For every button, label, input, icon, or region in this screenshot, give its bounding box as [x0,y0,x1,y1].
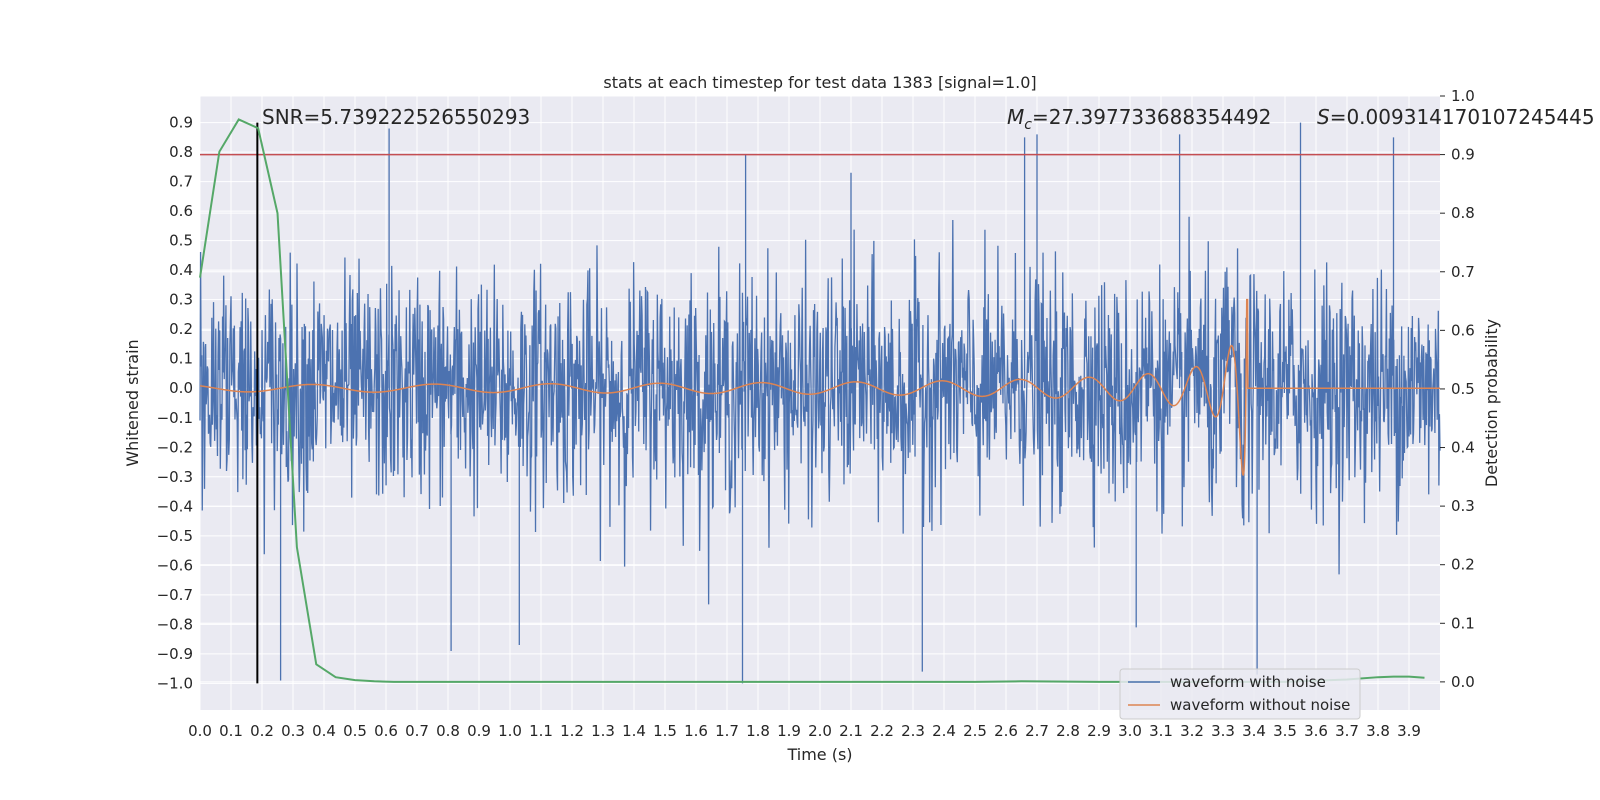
y2-axis-label: Detection probability [1482,319,1501,487]
x-tick-label: 2.4 [932,722,956,740]
y-tick-label: 0.2 [169,320,193,338]
x-tick-label: 0.8 [436,722,460,740]
y-tick-label: −0.9 [157,645,193,663]
y-tick-label: −0.3 [157,468,193,486]
y-tick-label: 0.3 [169,291,193,309]
y-tick-label: −0.8 [157,615,193,633]
chirp-mass-value: =27.397733688354492 [1032,105,1271,129]
chart-title: stats at each timestep for test data 138… [603,73,1036,92]
x-tick-label: 0.6 [374,722,398,740]
y-tick-label: −0.1 [157,409,193,427]
series-waveform-with-noise [199,122,1441,684]
legend: waveform with noise waveform without noi… [1119,668,1361,720]
y-tick-label: 0.6 [169,202,193,220]
x-tick-label: 2.2 [870,722,894,740]
x-tick-label: 0.7 [405,722,429,740]
series-waveform-without-noise [199,298,1440,477]
y2-tick-label: 0.6 [1451,321,1475,339]
y2-tick-label: 0.5 [1451,380,1475,398]
x-tick-label: 1.4 [622,722,646,740]
x-tick-label: 3.1 [1149,722,1173,740]
y2-tick-label: 1.0 [1451,87,1475,105]
legend-box [1119,668,1361,720]
y-tick-label: −0.2 [157,438,193,456]
x-tick-label: 1.6 [684,722,708,740]
x-tick-label: 2.5 [963,722,987,740]
tick-labels: 0.0 0.1 0.2 0.3 0.4 0.5 0.6 0.7 0.8 0.9 1.0 1.1 1.2 1… [157,87,1475,740]
x-tick-label: 3.9 [1397,722,1421,740]
y-tick-label: −0.5 [157,527,193,545]
x-tick-label: 0.2 [250,722,274,740]
x-tick-label: 1.9 [777,722,801,740]
y-tick-label: −0.4 [157,497,193,515]
x-tick-label: 2.0 [808,722,832,740]
x-tick-label: 3.0 [1118,722,1142,740]
x-tick-label: 3.4 [1242,722,1266,740]
y2-tick-label: 0.7 [1451,263,1475,281]
chirp-mass-subscript: c [1024,117,1032,133]
y2-tick-label: 0.3 [1451,497,1475,515]
y2-tick-label: 0.8 [1451,204,1475,222]
x-tick-label: 3.2 [1180,722,1204,740]
x-tick-label: 1.2 [560,722,584,740]
y2-tick-label: 0.2 [1451,556,1475,574]
y-tick-label: −1.0 [157,674,193,692]
x-tick-label: 0.4 [312,722,336,740]
y-tick-label: 0.8 [169,143,193,161]
x-tick-label: 2.8 [1056,722,1080,740]
x-tick-label: 2.3 [901,722,925,740]
y-tick-label: 0.0 [169,379,193,397]
y-tick-label: 0.5 [169,232,193,250]
x-axis-label: Time (s) [786,745,852,764]
x-tick-label: 2.7 [1025,722,1049,740]
y-tick-label: −0.7 [157,586,193,604]
x-tick-label: 2.1 [839,722,863,740]
x-tick-label: 1.5 [653,722,677,740]
x-tick-label: 1.7 [715,722,739,740]
y2-tick-label: 0.1 [1451,614,1475,632]
x-tick-label: 3.7 [1335,722,1359,740]
chirp-mass-symbol: M [1007,105,1024,129]
x-tick-label: 1.0 [498,722,522,740]
x-tick-label: 1.1 [529,722,553,740]
x-tick-label: 3.8 [1366,722,1390,740]
x-tick-label: 0.0 [188,722,212,740]
y-tick-label: 0.4 [169,261,193,279]
x-tick-label: 2.9 [1087,722,1111,740]
s-value: =0.009314170107245445 [1330,105,1595,129]
s-symbol: S [1317,105,1330,129]
y2-tick-label: 0.4 [1451,439,1475,457]
x-tick-label: 0.3 [281,722,305,740]
s-annotation: S=0.009314170107245445 [1317,105,1595,129]
x-tick-label: 0.1 [219,722,243,740]
legend-label-clean: waveform without noise [1170,696,1350,714]
x-tick-label: 3.6 [1304,722,1328,740]
x-tick-label: 3.5 [1273,722,1297,740]
x-tick-label: 0.9 [467,722,491,740]
x-tick-label: 3.3 [1211,722,1235,740]
y-axis-label: Whitened strain [123,339,142,466]
y-tick-label: −0.6 [157,556,193,574]
x-tick-label: 2.6 [994,722,1018,740]
snr-annotation: SNR=5.739222526550293 [262,105,530,129]
legend-label-noisy: waveform with noise [1170,673,1326,691]
x-tick-label: 0.5 [343,722,367,740]
y-tick-label: 0.1 [169,350,193,368]
y-tick-label: 0.9 [169,114,193,132]
chirp-mass-annotation: Mc=27.397733688354492 [1007,105,1271,133]
y2-tick-label: 0.0 [1451,673,1475,691]
y2-tick-label: 0.9 [1451,146,1475,164]
y-tick-label: 0.7 [169,173,193,191]
x-tick-label: 1.8 [746,722,770,740]
x-tick-label: 1.3 [591,722,615,740]
